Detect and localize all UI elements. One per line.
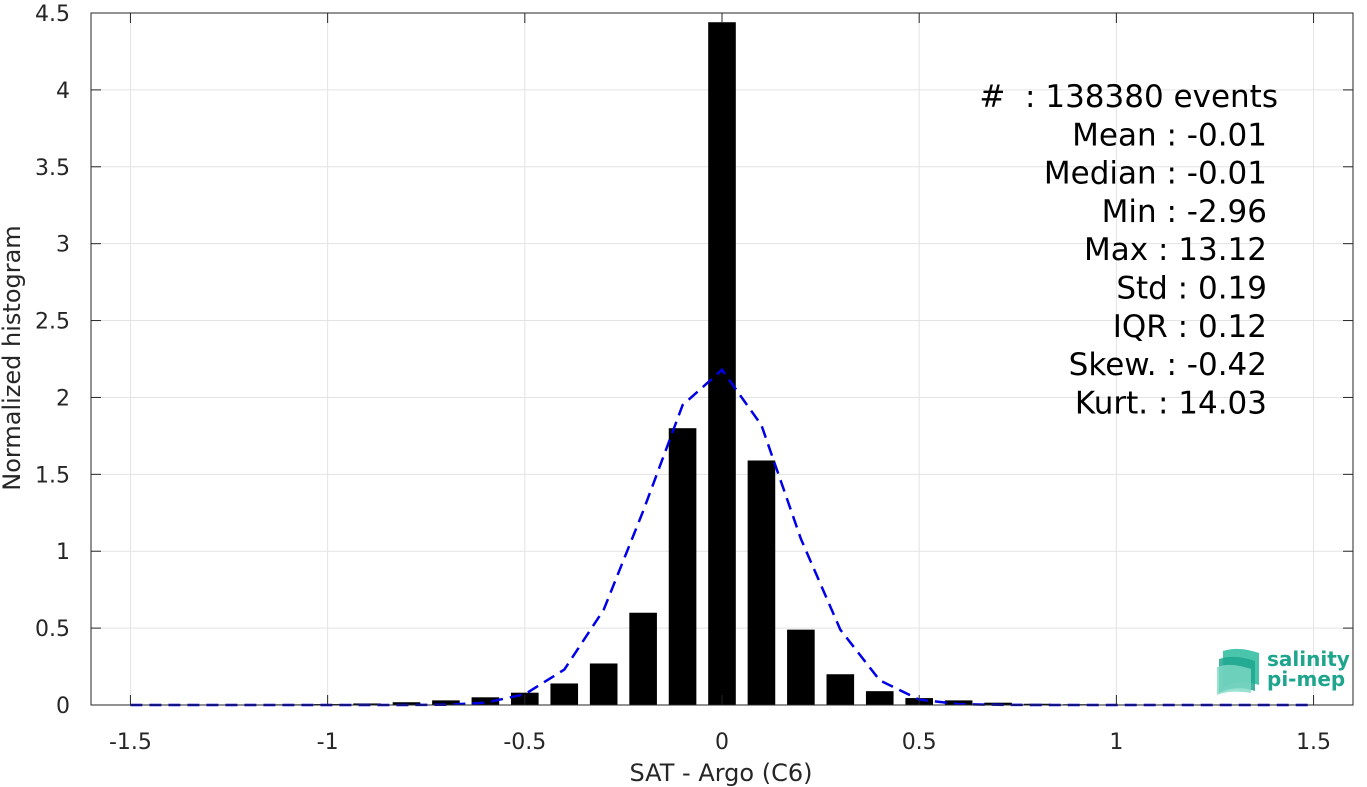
y-tick-label: 1.5 [35, 463, 70, 488]
stats-line: Kurt. : 14.03 [1075, 385, 1267, 421]
axis-ticks [91, 12, 1353, 706]
histogram-bar [747, 460, 776, 705]
logo-waves-icon [1217, 648, 1259, 695]
histogram-bars [116, 22, 1328, 706]
histogram-bar [708, 22, 736, 705]
stats-line: Max : 13.12 [1084, 232, 1267, 268]
y-tick-label: 1 [56, 540, 70, 565]
histogram-bar [668, 428, 697, 705]
y-tick-label: 3 [56, 233, 70, 258]
histogram-bar [589, 663, 618, 705]
histogram-bar [392, 702, 421, 705]
y-tick-label: 2 [56, 386, 70, 411]
histogram-bar [471, 697, 500, 705]
x-tick-labels: -1.5 -1 -0.5 0 0.5 1 1.5 [109, 730, 1331, 755]
x-tick-label: 0 [715, 730, 729, 755]
y-tick-label: 4 [56, 79, 70, 104]
stats-line: Median : -0.01 [1044, 156, 1267, 192]
stats-line: Std : 0.19 [1116, 271, 1267, 307]
histogram-bar [629, 612, 657, 705]
x-tick-label: 1 [1109, 730, 1123, 755]
salinity-pi-mep-logo: salinity pi-mep [1217, 647, 1350, 695]
histogram-bar [432, 700, 460, 705]
x-tick-label: -1 [317, 730, 339, 755]
y-tick-label: 3.5 [35, 156, 70, 181]
histogram-bar [787, 629, 815, 705]
y-tick-labels: 0 0.5 1 1.5 2 2.5 3 3.5 4 4.5 [35, 2, 70, 719]
stats-line: Mean : -0.01 [1072, 117, 1267, 153]
stats-line: Min : -2.96 [1102, 194, 1267, 230]
logo-text-line1: salinity [1267, 647, 1350, 671]
x-tick-label: 1.5 [1296, 730, 1331, 755]
y-tick-label: 0 [56, 694, 70, 719]
x-tick-label: -1.5 [109, 730, 152, 755]
histogram-bar [944, 700, 973, 705]
logo-text-line2: pi-mep [1267, 667, 1345, 691]
y-tick-label: 0.5 [35, 617, 70, 642]
stats-line: IQR : 0.12 [1113, 309, 1267, 345]
histogram-bar [550, 683, 579, 705]
x-axis-label: SAT - Argo (C6) [630, 759, 813, 787]
stats-line: Skew. : -0.42 [1069, 347, 1267, 383]
x-tick-label: 0.5 [902, 730, 937, 755]
y-tick-label: 2.5 [35, 310, 70, 335]
histogram-bar [865, 691, 894, 705]
stats-line: # : 138380 events [979, 79, 1278, 115]
x-tick-label: -0.5 [503, 730, 546, 755]
histogram-bar [826, 674, 855, 705]
y-tick-label: 4.5 [35, 2, 70, 27]
y-axis-label: Normalized histogram [0, 225, 26, 490]
